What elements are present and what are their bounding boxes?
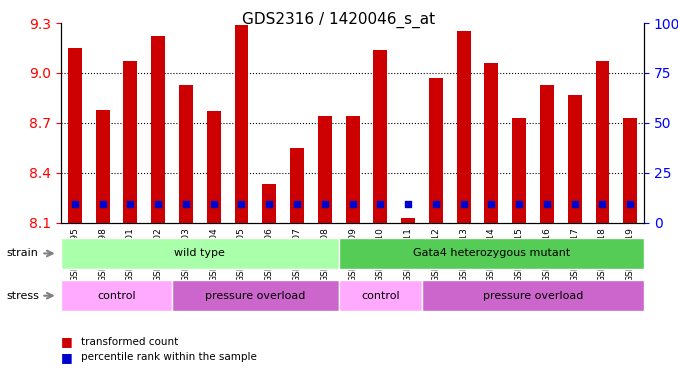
- Text: pressure overload: pressure overload: [483, 291, 583, 301]
- Point: [431, 201, 441, 207]
- Text: percentile rank within the sample: percentile rank within the sample: [81, 352, 257, 362]
- Bar: [123, 61, 138, 223]
- Text: control: control: [361, 291, 399, 301]
- Point: [542, 201, 553, 207]
- Point: [97, 201, 108, 207]
- Bar: [346, 116, 359, 223]
- Bar: [374, 50, 387, 223]
- Bar: [595, 61, 610, 223]
- Bar: [151, 36, 165, 223]
- Point: [208, 201, 219, 207]
- Text: transformed count: transformed count: [81, 337, 178, 347]
- Point: [625, 201, 636, 207]
- Point: [347, 201, 358, 207]
- Bar: [567, 94, 582, 223]
- Bar: [207, 111, 220, 223]
- Bar: [512, 118, 526, 223]
- Point: [597, 201, 608, 207]
- Text: stress: stress: [7, 291, 39, 301]
- Point: [264, 201, 275, 207]
- Point: [458, 201, 469, 207]
- Bar: [401, 218, 415, 223]
- Bar: [96, 109, 110, 223]
- Point: [292, 201, 302, 207]
- Point: [125, 201, 136, 207]
- Point: [514, 201, 525, 207]
- Text: wild type: wild type: [174, 248, 225, 258]
- Bar: [429, 78, 443, 223]
- Point: [236, 201, 247, 207]
- Point: [69, 201, 80, 207]
- Point: [570, 201, 580, 207]
- Text: ■: ■: [61, 351, 73, 364]
- Bar: [318, 116, 332, 223]
- Text: control: control: [97, 291, 136, 301]
- Text: strain: strain: [7, 248, 39, 258]
- Point: [403, 201, 414, 207]
- Bar: [235, 25, 248, 223]
- Bar: [262, 184, 276, 223]
- Text: ■: ■: [61, 335, 73, 348]
- Bar: [68, 48, 82, 223]
- Point: [180, 201, 191, 207]
- Point: [319, 201, 330, 207]
- Point: [375, 201, 386, 207]
- Point: [153, 201, 163, 207]
- Bar: [540, 84, 554, 223]
- Text: pressure overload: pressure overload: [205, 291, 306, 301]
- Bar: [485, 63, 498, 223]
- Bar: [179, 84, 193, 223]
- Text: Gata4 heterozygous mutant: Gata4 heterozygous mutant: [413, 248, 570, 258]
- Point: [486, 201, 497, 207]
- Bar: [623, 118, 637, 223]
- Bar: [457, 31, 471, 223]
- Bar: [290, 148, 304, 223]
- Text: GDS2316 / 1420046_s_at: GDS2316 / 1420046_s_at: [243, 12, 435, 28]
